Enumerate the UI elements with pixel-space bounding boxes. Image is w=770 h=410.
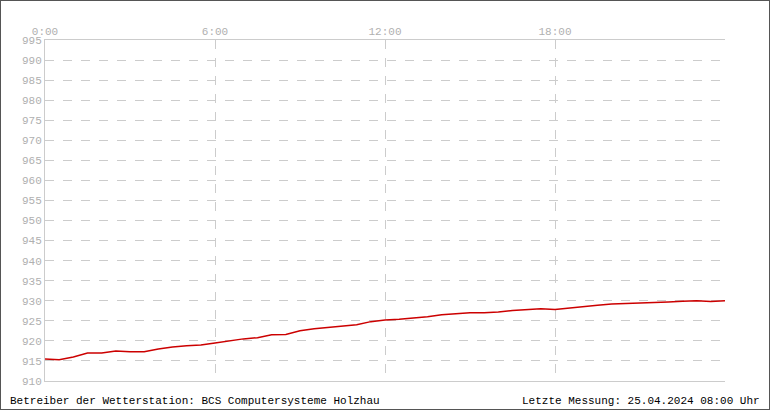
svg-text:980: 980 bbox=[22, 95, 42, 107]
svg-text:Relativer Luftdruckverlauf am: Relativer Luftdruckverlauf am 21.10.2023… bbox=[10, 1, 321, 4]
svg-text:0:00: 0:00 bbox=[32, 26, 58, 38]
svg-text:985: 985 bbox=[22, 75, 42, 87]
svg-text:925: 925 bbox=[22, 316, 42, 328]
svg-text:6:00: 6:00 bbox=[202, 26, 228, 38]
svg-text:915: 915 bbox=[22, 356, 42, 368]
svg-text:Betreiber der Wetterstation: B: Betreiber der Wetterstation: BCS Compute… bbox=[10, 395, 380, 407]
svg-text:955: 955 bbox=[22, 195, 42, 207]
svg-text:18:00: 18:00 bbox=[538, 26, 571, 38]
svg-text:12:00: 12:00 bbox=[368, 26, 401, 38]
svg-text:970: 970 bbox=[22, 135, 42, 147]
svg-text:940: 940 bbox=[22, 256, 42, 268]
svg-text:975: 975 bbox=[22, 115, 42, 127]
svg-text:910: 910 bbox=[22, 376, 42, 388]
svg-text:945: 945 bbox=[22, 235, 42, 247]
svg-text:990: 990 bbox=[22, 55, 42, 67]
svg-text:995: 995 bbox=[22, 35, 42, 47]
svg-text:965: 965 bbox=[22, 155, 42, 167]
svg-text:www.holzhau.de: www.holzhau.de bbox=[668, 1, 760, 4]
svg-text:960: 960 bbox=[22, 175, 42, 187]
svg-text:935: 935 bbox=[22, 276, 42, 288]
svg-text:920: 920 bbox=[22, 336, 42, 348]
svg-text:Letzte Messung: 25.04.2024 08:: Letzte Messung: 25.04.2024 08:00 Uhr bbox=[522, 395, 760, 407]
svg-text:930: 930 bbox=[22, 296, 42, 308]
svg-text:950: 950 bbox=[22, 215, 42, 227]
